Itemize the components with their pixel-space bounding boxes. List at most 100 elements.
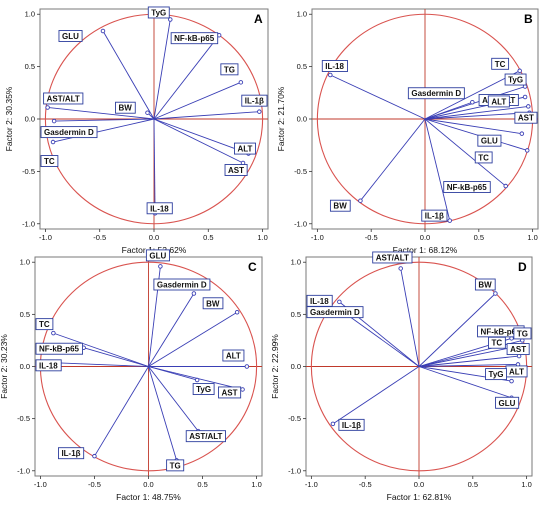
label-box-ast-alt: [185, 430, 226, 443]
label-tc: TC: [35, 318, 54, 331]
label-text-alt: ALT: [491, 97, 506, 106]
vector-ast-alt: [47, 107, 155, 120]
point-tc: [50, 139, 56, 145]
label-tg: TG: [513, 327, 532, 340]
label-text-il-1: IL-1β: [245, 97, 264, 106]
x-tick-label: -0.5: [359, 480, 372, 489]
y-tick-label: -1.0: [288, 466, 301, 475]
label-ast: AST: [218, 386, 242, 399]
label-text-glu: GLU: [62, 32, 79, 41]
point-gasdermin-d: [470, 99, 475, 105]
point-tc: [51, 330, 56, 336]
label-box-tg: [220, 63, 239, 76]
label-box-il-1: [338, 418, 365, 431]
y-axis-label: Factor 2: 30.23%: [0, 334, 9, 399]
x-tick-label: -0.5: [93, 233, 106, 242]
vector-ast-alt: [400, 268, 420, 367]
point-glu: [519, 131, 525, 136]
vector-tg: [148, 366, 178, 461]
label-glu: GLU: [145, 249, 170, 262]
label-text-tyg: TyG: [508, 76, 523, 85]
label-text-tc: TC: [39, 320, 50, 329]
label-box-bw: [474, 278, 496, 291]
y-axis-label: Factor 2: 21.70%: [276, 86, 286, 151]
label-box-ast-alt: [372, 251, 413, 264]
vector-nf-kb-p65: [153, 34, 220, 120]
label-text-gasdermin-d: Gasdermin D: [411, 89, 461, 98]
label-text-tg: TG: [224, 65, 235, 74]
x-tick-label: -1.0: [305, 480, 318, 489]
label-il-18: IL-18: [321, 60, 348, 72]
label-text-glu: GLU: [499, 399, 516, 408]
y-axis-label: Factor 2: 22.99%: [270, 334, 280, 399]
label-box-tc: [488, 336, 506, 349]
vector-alt: [424, 105, 529, 120]
label-box-gasdermin-d: [153, 278, 211, 291]
label-nf-kb-p65: NF-kB-p65: [35, 342, 84, 355]
label-box-tg: [166, 459, 185, 472]
y-tick-label: 0.0: [20, 362, 30, 371]
vector-gasdermin-d: [424, 101, 473, 120]
label-ast-alt: AST/ALT: [185, 430, 226, 443]
x-tick-label: 1.0: [521, 480, 531, 489]
point-gasdermin-d: [191, 291, 197, 296]
point-bw: [358, 198, 363, 203]
x-tick-label: 0.5: [474, 233, 484, 242]
point-glu: [100, 28, 106, 34]
label-nf-kb-p65: NF-kB-p65: [443, 181, 491, 193]
label-ast-alt: AST/ALT: [43, 92, 84, 105]
label-tyg: TyG: [504, 73, 527, 86]
label-text-tyg: TyG: [489, 370, 504, 379]
x-tick-label: -1.0: [34, 480, 47, 489]
y-tick-label: 1.0: [20, 258, 30, 267]
point-bw: [234, 310, 240, 315]
label-box-nf-kb-p65: [443, 181, 491, 193]
label-box-ast: [514, 111, 538, 124]
label-box-tg: [513, 327, 532, 340]
point-glu: [158, 264, 163, 269]
x-tick-label: 0.0: [143, 480, 153, 489]
label-ast: AST: [514, 111, 538, 124]
label-nf-kb-p65: NF-kB-p65: [170, 32, 219, 45]
x-tick-label: 0.0: [149, 233, 159, 242]
point-il-18: [337, 299, 342, 305]
label-box-tyg: [504, 73, 527, 86]
x-axis-label: Factor 1: 48.75%: [116, 492, 181, 502]
label-text-alt: ALT: [237, 145, 252, 154]
point-ast-alt: [398, 266, 403, 271]
label-box-tyg: [147, 6, 170, 19]
point-il-18: [328, 72, 333, 78]
panel-letter: D: [518, 260, 527, 274]
label-glu: GLU: [477, 134, 502, 147]
label-box-il-18: [146, 202, 173, 215]
x-tick-label: 0.5: [197, 480, 207, 489]
label-text-il-1: IL-1β: [425, 212, 444, 221]
panel-letter: A: [254, 12, 263, 26]
label-il-18: IL-18: [146, 202, 173, 215]
label-il-18: IL-18: [35, 359, 62, 372]
label-alt: ALT: [234, 142, 256, 155]
label-ast: AST: [224, 164, 248, 176]
label-tyg: TyG: [192, 383, 215, 396]
label-bw: BW: [474, 278, 496, 291]
label-text-ast: AST: [222, 388, 238, 397]
vector-ast: [418, 355, 520, 367]
label-alt: ALT: [222, 349, 245, 362]
label-gasdermin-d: Gasdermin D: [40, 126, 98, 139]
label-box-bw: [329, 199, 351, 212]
label-text-tg: TG: [517, 329, 528, 338]
label-box-bw: [115, 101, 136, 114]
label-text-gasdermin-d: Gasdermin D: [157, 281, 207, 290]
label-text-nf-kb-p65: NF-kB-p65: [447, 183, 488, 192]
pca-panel-a: -1.0 -0.5 0.0 0.5 1.0 1.0 0.5 0.0 -0.5 -1.0 Factor…: [4, 6, 269, 255]
label-text-ast: AST: [510, 345, 526, 354]
label-box-ast: [506, 343, 530, 356]
label-box-gasdermin-d: [40, 126, 98, 139]
label-text-ast-alt: AST/ALT: [376, 253, 409, 262]
label-gasdermin-d: Gasdermin D: [306, 306, 364, 319]
vector-glu: [102, 30, 155, 120]
label-alt: ALT: [487, 95, 510, 108]
x-axis-label: Factor 1: 68.12%: [393, 245, 458, 255]
label-box-tc: [40, 155, 59, 167]
label-text-gasdermin-d: Gasdermin D: [310, 308, 360, 317]
